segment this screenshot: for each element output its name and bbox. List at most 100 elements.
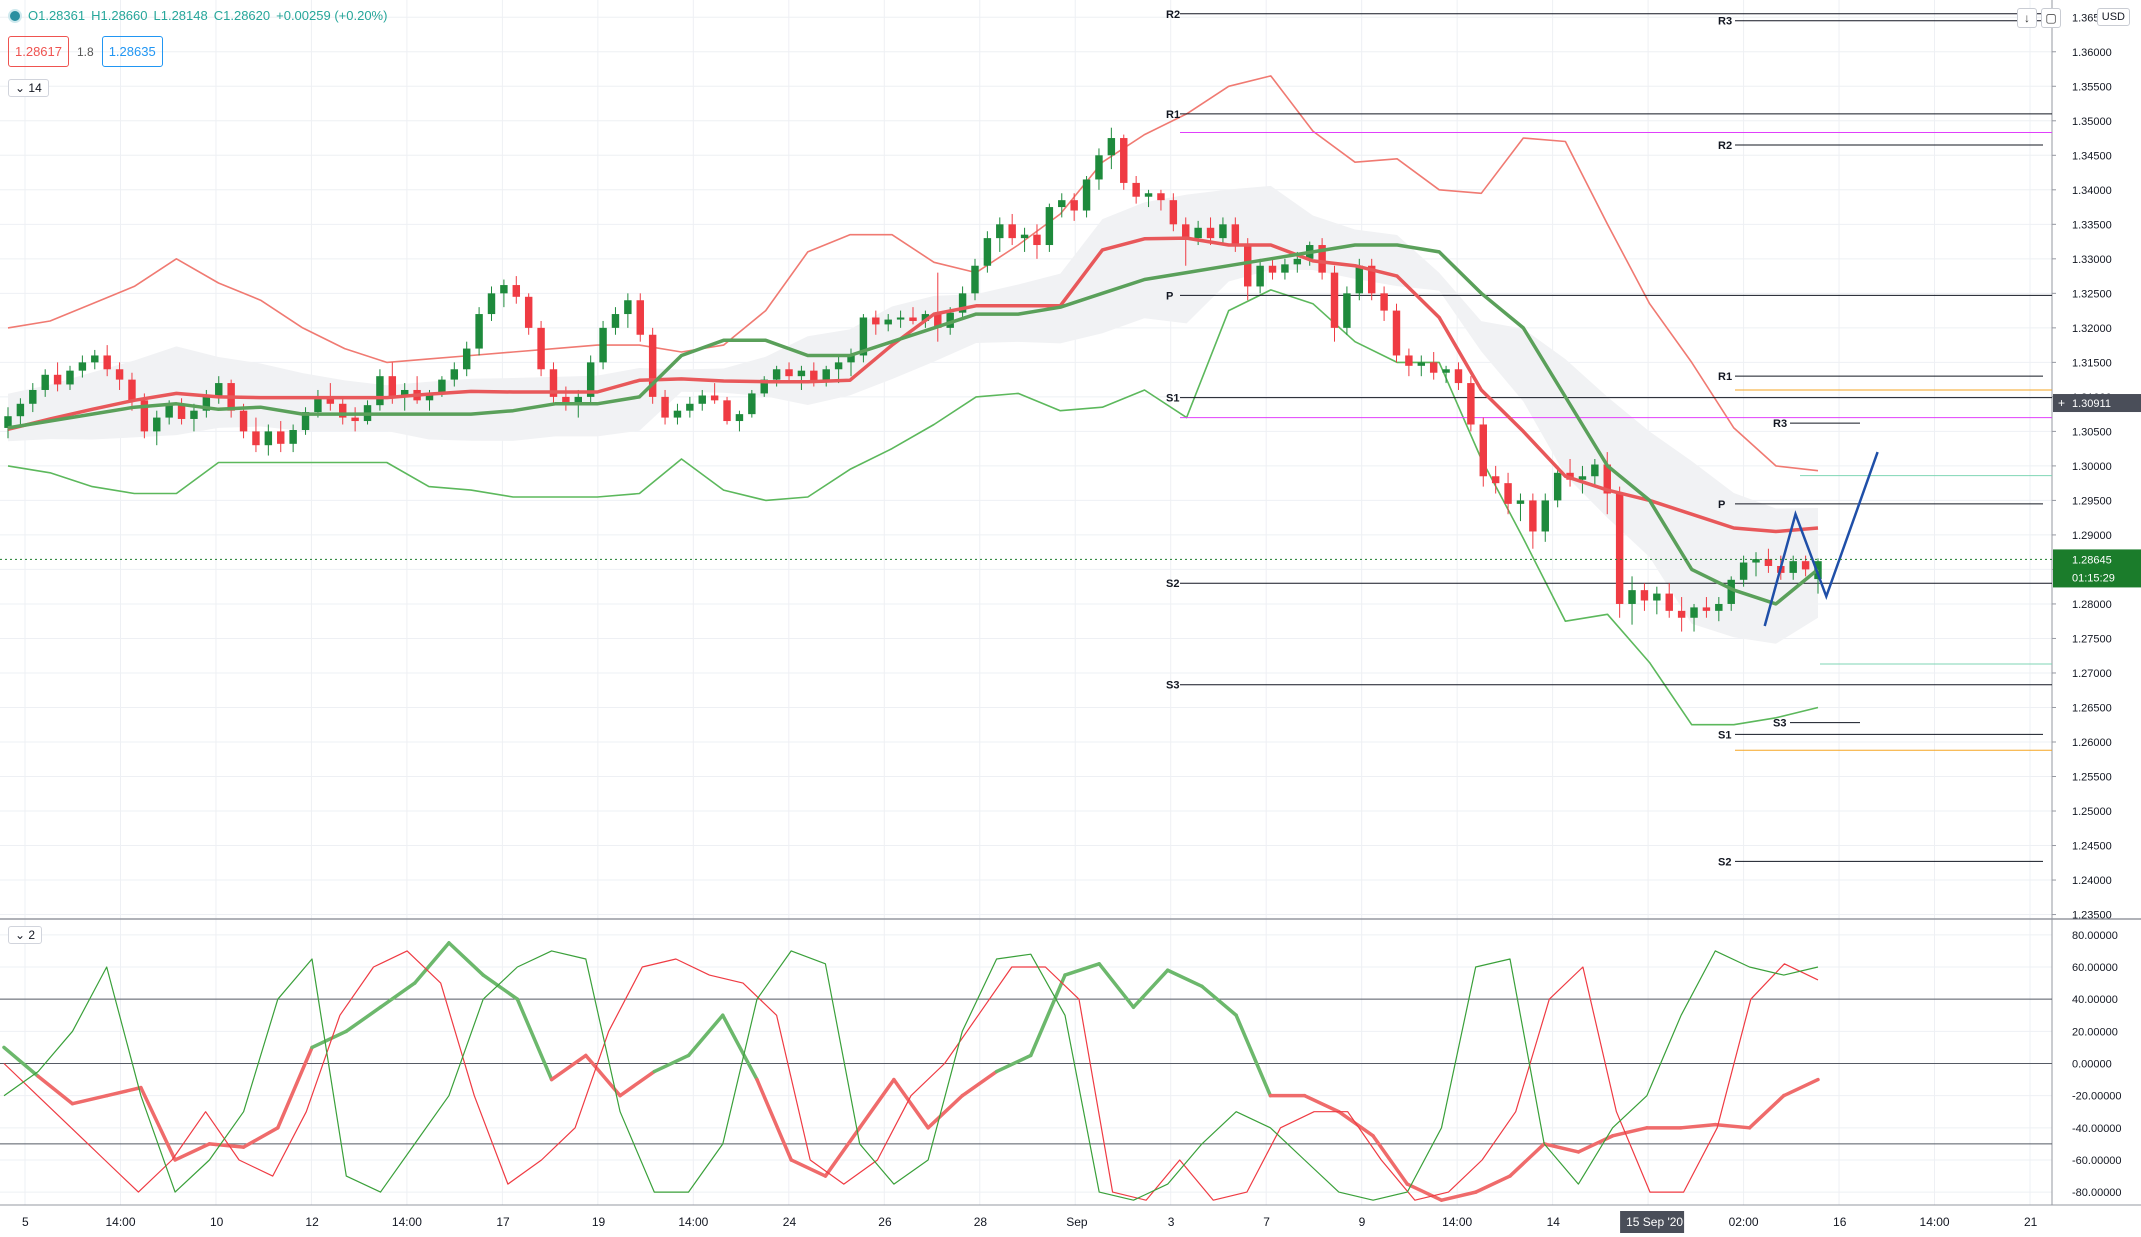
main-pane-collapse-button[interactable]: ⌄ 14 (8, 79, 49, 97)
candle-body (574, 396, 582, 404)
candle-body (698, 395, 706, 404)
candle-body (1008, 224, 1016, 239)
candle-body (1690, 607, 1698, 618)
candle-body (376, 376, 384, 406)
candle-body (785, 369, 793, 377)
pivot-label: S2 (1166, 578, 1179, 590)
oscillator-main-segment (1234, 1013, 1273, 1098)
candle-body (1157, 193, 1165, 201)
price-axis-label: 1.29000 (2072, 530, 2112, 542)
candle-body (1380, 293, 1388, 311)
candle-body (1194, 227, 1202, 239)
candle-body (1231, 224, 1240, 246)
candle-body (326, 396, 335, 404)
oscillator-main-segment (515, 997, 554, 1082)
candle-body (190, 410, 198, 419)
oscillator-main-segment (2, 1045, 40, 1079)
candle-body (29, 389, 37, 404)
candle-body (636, 300, 644, 335)
candle-body (487, 293, 496, 315)
candle-body (264, 431, 273, 446)
oscillator-main-segment (960, 1069, 999, 1098)
candle-body (1578, 476, 1587, 480)
time-axis-label: 14:00 (1920, 1215, 1950, 1229)
currency-label: USD (2096, 8, 2130, 26)
candle-body (797, 370, 806, 377)
oscillator-main-segment (1371, 1134, 1410, 1186)
candle-body (512, 285, 521, 297)
price-axis-label: 1.35000 (2072, 116, 2112, 128)
candle-body (153, 417, 161, 432)
candle-body (847, 355, 855, 363)
candle-body (1206, 227, 1215, 239)
main-pane-tag: 14 (28, 81, 42, 95)
candle-body (1095, 155, 1103, 180)
oscillator-axis-label: 60.00000 (2072, 962, 2118, 974)
pivot-label: S3 (1773, 718, 1786, 730)
cloud-area (8, 185, 1818, 644)
oscillator-signal-red (3, 950, 1819, 1201)
scroll-down-arrow-icon[interactable]: ↓ (2017, 8, 2037, 28)
candle-body (41, 374, 49, 390)
maximize-pane-icon[interactable]: ▢ (2041, 8, 2061, 28)
candle-body (611, 314, 620, 328)
candle-body (1764, 559, 1773, 566)
candle-body (1417, 362, 1426, 366)
candle-body (1318, 245, 1326, 273)
oscillator-main-segment (344, 1005, 383, 1034)
candle-body (1367, 265, 1376, 294)
oscillator-main-segment (789, 1158, 828, 1178)
oscillator-main-segment (378, 981, 417, 1009)
time-axis-label: 14:00 (1442, 1215, 1472, 1229)
countdown-text: 01:15:29 (2072, 572, 2115, 584)
candle-body (1739, 562, 1748, 580)
oscillator-main-segment (1473, 1174, 1512, 1194)
oscillator-main-segment (207, 1142, 246, 1149)
candle-body (215, 383, 223, 397)
oscillator-main-segment (1508, 1142, 1546, 1178)
candle-body (1293, 258, 1302, 265)
candle-body (1244, 245, 1252, 287)
oscillator-axis-label: 80.00000 (2072, 930, 2118, 942)
candle-body (1677, 610, 1686, 618)
price-axis-label: 1.26000 (2072, 737, 2112, 749)
oscillator-main-segment (70, 1093, 109, 1106)
oscillator-axis-label: 0.00000 (2072, 1059, 2112, 1071)
candle-body (1442, 369, 1450, 373)
oscillator-pane-collapse-button[interactable]: ⌄ 2 (8, 926, 43, 944)
time-axis-label: 17 (496, 1215, 510, 1229)
oscillator-pane-tag: 2 (28, 928, 36, 942)
candle-body (1169, 200, 1178, 225)
oscillator-main-segment (1131, 968, 1170, 1009)
price-axis-label: 1.26500 (2072, 702, 2112, 714)
oscillator-main-segment (481, 973, 520, 1001)
candle-body (1702, 607, 1711, 611)
candle-body (1182, 224, 1190, 239)
candle-body (1467, 383, 1475, 425)
candle-body (1020, 234, 1029, 239)
price-axis-label: 1.27500 (2072, 633, 2112, 645)
candle-body (450, 369, 459, 380)
oscillator-main-segment (652, 1053, 691, 1074)
oscillator-main-segment (276, 1045, 314, 1130)
candle-body (78, 362, 87, 371)
candle-body (537, 327, 545, 370)
candle-body (239, 410, 248, 432)
oscillator-main-segment (447, 941, 485, 977)
ask-button[interactable]: 1.28635 (101, 36, 163, 67)
candle-body (1355, 265, 1364, 294)
oscillator-main-segment (926, 1093, 965, 1130)
pivot-label: S2 (1718, 856, 1731, 868)
candle-body (351, 417, 359, 422)
candle-body (1070, 200, 1078, 211)
candle-body (549, 369, 558, 397)
oscillator-main-segment (549, 1053, 588, 1082)
candle-body (661, 396, 669, 418)
candle-body (1491, 476, 1500, 484)
bid-button[interactable]: 1.28617 (8, 36, 69, 67)
candle-body (1615, 493, 1624, 604)
candle-body (400, 389, 409, 397)
candle-body (16, 403, 25, 417)
ohlc-legend: O1.28361 H1.28660 L1.28148 C1.28620 +0.0… (8, 8, 387, 23)
